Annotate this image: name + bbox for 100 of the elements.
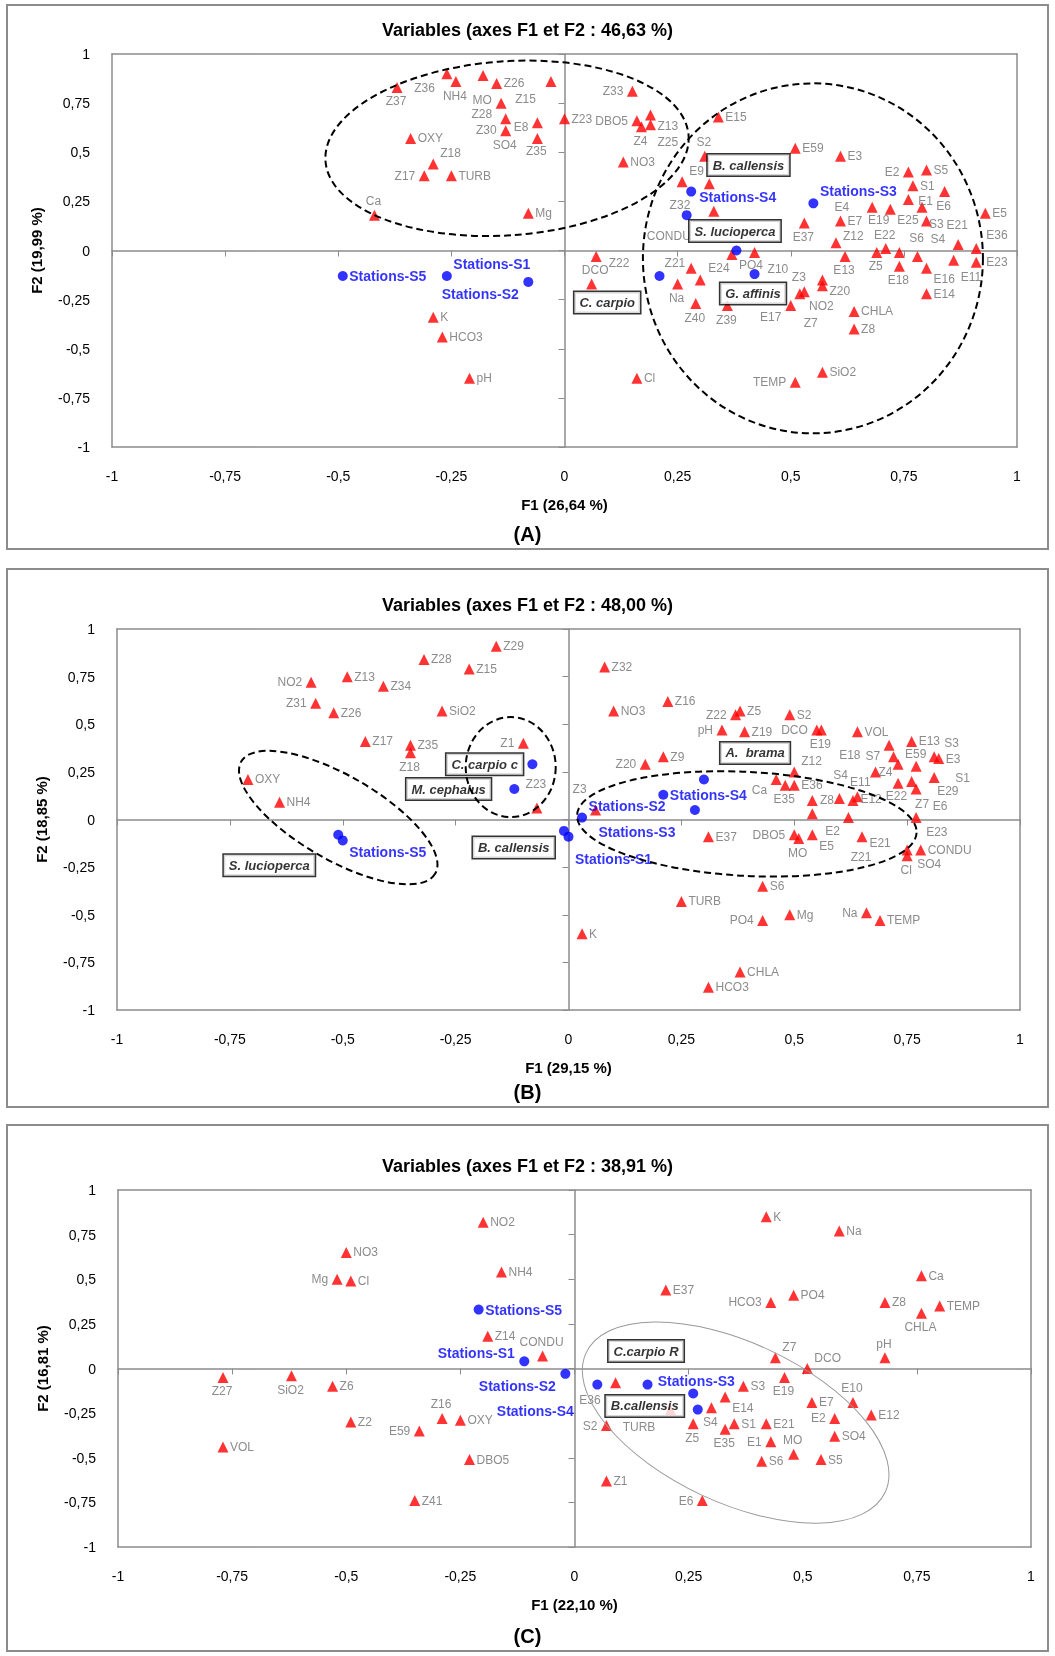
annotation: pH: [476, 371, 492, 386]
annotation: S4: [703, 1414, 719, 1429]
x-tick-label: 1: [1016, 1031, 1025, 1047]
annotation: S4: [930, 232, 946, 247]
annotation: Z7: [915, 797, 930, 812]
x-tick-label: -0,5: [334, 1568, 359, 1584]
annotation: Z21: [664, 255, 686, 270]
annotation: S4: [833, 768, 849, 783]
annotation: S6: [769, 879, 785, 894]
x-tick-label: -1: [111, 1568, 125, 1584]
annotation: Z40: [684, 310, 706, 325]
annotation: OXY: [417, 131, 443, 146]
annotation: E9: [689, 163, 705, 178]
annotation: DCO: [814, 1350, 841, 1365]
annotation: E36: [579, 1392, 601, 1407]
annotation: E37: [792, 229, 815, 244]
annotation: Z9: [670, 749, 685, 764]
annotation: Z13: [354, 669, 376, 684]
annotation: E6: [678, 1493, 694, 1508]
annotation: Stations-S5: [485, 1301, 563, 1318]
text: (C): [513, 1625, 542, 1647]
annotation: E5: [819, 838, 835, 853]
annotation: Z15: [515, 91, 537, 106]
text: (A): [513, 523, 542, 545]
annotation: MO: [788, 845, 808, 860]
annotation: S2: [696, 135, 712, 150]
annotation: E2: [811, 1411, 827, 1426]
y-tick-label: -1: [82, 1002, 96, 1018]
annotation: G. affinis: [725, 286, 781, 302]
annotation: Z8: [819, 793, 835, 808]
x-tick-label: 0,75: [893, 1031, 921, 1047]
x-tick-label: 0,75: [890, 468, 918, 484]
y-tick-label: -0,75: [58, 389, 91, 406]
annotation: Z31: [285, 696, 307, 711]
annotation: Z4: [633, 133, 648, 148]
annotation: DBO5: [595, 113, 629, 128]
annotation: Z28: [431, 652, 453, 667]
annotation: Z17: [394, 168, 416, 183]
annotation: K: [440, 310, 449, 325]
annotation: E13: [833, 263, 856, 278]
annotation: E11: [960, 270, 982, 285]
chart-title: Variables (axes F1 et F2 : 38,91 %): [381, 1156, 674, 1176]
annotation: S. lucioperca: [694, 223, 776, 239]
annotation: Z7: [803, 315, 819, 330]
y-axis-title: F2 (18,85 %): [33, 776, 50, 863]
annotation: TEMP: [887, 913, 921, 928]
annotation: Na: [842, 905, 858, 920]
annotation: DCO: [581, 263, 609, 278]
x-tick-label: 0,5: [781, 468, 801, 484]
annotation: PO4: [729, 913, 754, 928]
x-tick-label: 0,25: [664, 468, 692, 484]
annotation: Stations-S1: [453, 256, 531, 273]
annotation: pH: [876, 1336, 892, 1351]
x-tick-label: -0,25: [435, 468, 468, 484]
annotation: NO2: [277, 675, 303, 690]
annotation: Mg: [311, 1272, 329, 1287]
annotation: E4: [834, 200, 850, 215]
x-tick-label: -0,75: [216, 1568, 249, 1584]
annotation: OXY: [254, 772, 281, 787]
annotation: Z12: [801, 753, 823, 768]
annotation: E35: [773, 792, 796, 807]
x-tick-label: 0: [570, 1568, 579, 1584]
annotation: Ca: [365, 194, 382, 209]
annotation: Z12: [843, 228, 864, 243]
annotation: SiO2: [277, 1382, 305, 1397]
annotation: DBO5: [752, 827, 786, 842]
annotation: PO4: [738, 258, 764, 273]
annotation: pH: [697, 722, 714, 737]
annotation: S1: [955, 770, 971, 785]
annotation: Stations-S4: [699, 189, 777, 206]
annotation: S7: [865, 749, 881, 764]
annotation: E17: [759, 309, 782, 324]
annotation: A. brama: [724, 745, 785, 761]
annotation: Z35: [526, 143, 548, 158]
annotation: Stations-S3: [657, 1372, 735, 1389]
y-tick-label: -1: [83, 1539, 97, 1555]
y-tick-label: 0,75: [62, 95, 91, 112]
annotation: SO4: [492, 137, 518, 152]
annotation: E19: [772, 1384, 795, 1399]
annotation: Z18: [399, 759, 421, 774]
annotation: Z30: [476, 122, 497, 137]
y-tick-label: 1: [82, 46, 91, 62]
y-tick-label: 0: [88, 1360, 97, 1377]
annotation: B. callensis: [712, 157, 785, 173]
x-tick-label: -0,5: [326, 468, 351, 484]
y-tick-label: 0,25: [68, 1315, 97, 1332]
annotation: E14: [933, 286, 956, 301]
annotation: DBO5: [476, 1452, 510, 1467]
y-tick-label: 0,25: [67, 763, 96, 780]
annotation: S2: [796, 707, 812, 722]
annotation: SiO2: [449, 703, 477, 718]
annotation: Stations-S3: [819, 183, 898, 200]
annotation: E22: [885, 789, 908, 804]
x-tick-label: -1: [105, 468, 119, 484]
annotation: Z17: [372, 734, 394, 749]
annotation: C.carpio R: [613, 1343, 680, 1359]
annotation: Mg: [535, 206, 552, 221]
annotation: Z26: [340, 705, 362, 720]
annotation: CONDU: [519, 1335, 564, 1350]
annotation: Z23: [571, 111, 593, 126]
